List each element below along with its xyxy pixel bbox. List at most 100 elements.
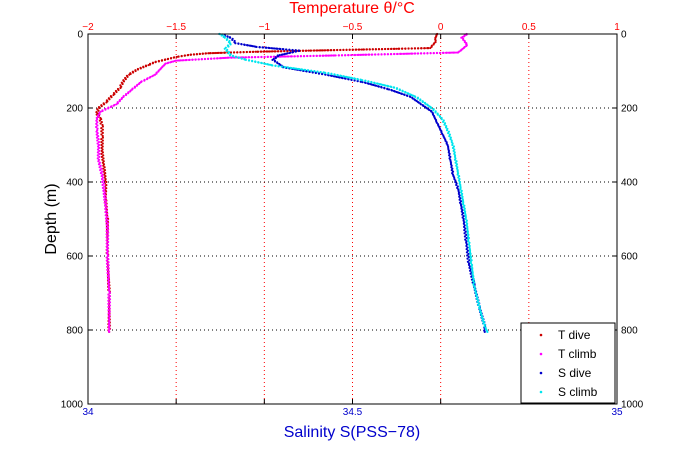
data-point	[225, 49, 228, 53]
data-point	[136, 68, 140, 71]
data-point	[100, 126, 103, 130]
data-point	[100, 140, 103, 144]
data-point	[169, 61, 172, 64]
data-point	[350, 53, 353, 57]
data-point	[195, 53, 199, 56]
data-point	[467, 252, 470, 255]
legend-label-t-climb: T climb	[558, 347, 597, 361]
data-point	[100, 130, 103, 133]
data-point	[128, 73, 131, 76]
y-axis-tick-label-right: 1000	[621, 400, 644, 411]
top-axis-tick-label: 0.5	[522, 22, 536, 33]
data-point	[179, 59, 182, 62]
bottom-axis-tick-label: 35	[611, 407, 623, 418]
data-point	[441, 51, 445, 54]
legend-label-s-climb: S climb	[558, 385, 598, 399]
data-point	[463, 232, 466, 235]
data-point	[100, 133, 103, 136]
data-point	[286, 55, 289, 58]
data-point	[181, 59, 184, 62]
data-point	[108, 98, 111, 101]
data-point	[245, 50, 248, 54]
data-point	[192, 53, 196, 56]
data-point	[481, 319, 484, 322]
data-point	[107, 273, 110, 276]
data-point	[283, 52, 286, 56]
data-point	[232, 51, 236, 54]
data-point	[107, 302, 110, 305]
data-point	[361, 79, 364, 82]
data-point	[466, 227, 469, 230]
data-point	[119, 86, 122, 90]
data-point	[203, 57, 207, 61]
data-point	[100, 155, 104, 158]
data-point	[187, 58, 191, 62]
data-point	[383, 87, 386, 90]
data-point	[465, 236, 468, 240]
data-point	[204, 52, 207, 55]
data-point	[291, 49, 294, 52]
data-point	[297, 49, 300, 53]
data-point	[97, 163, 101, 166]
data-point	[428, 108, 431, 112]
data-point	[97, 140, 101, 144]
data-point	[432, 43, 435, 46]
data-point	[95, 133, 98, 136]
data-point	[213, 57, 216, 60]
data-point	[273, 47, 276, 50]
data-point	[348, 76, 351, 79]
data-point	[103, 185, 106, 188]
data-point	[421, 100, 424, 104]
data-point	[367, 53, 370, 56]
data-point	[106, 218, 109, 222]
data-point	[332, 49, 336, 52]
data-point	[247, 56, 250, 59]
data-point	[104, 200, 108, 203]
data-point	[321, 73, 324, 76]
data-point	[440, 118, 443, 121]
data-point	[344, 77, 347, 80]
data-point	[464, 227, 467, 230]
data-point	[307, 69, 310, 72]
data-point	[160, 59, 164, 62]
data-point	[107, 228, 110, 231]
data-point	[244, 58, 247, 62]
data-point	[465, 251, 469, 254]
data-point	[211, 51, 214, 55]
data-point	[107, 270, 110, 273]
data-point	[295, 67, 298, 70]
data-point	[314, 71, 317, 75]
data-point	[228, 36, 232, 39]
top-axis-tick-label: −1	[259, 22, 271, 33]
data-point	[397, 47, 400, 50]
data-point	[267, 63, 270, 66]
legend: T dive T climb S dive S climb	[520, 322, 616, 404]
data-point	[353, 79, 356, 82]
data-point	[105, 236, 108, 239]
data-point	[257, 61, 260, 64]
data-point	[386, 47, 390, 51]
data-point	[96, 124, 99, 127]
data-point	[106, 274, 109, 278]
data-point	[107, 107, 110, 110]
data-point	[126, 75, 129, 79]
data-point	[274, 64, 277, 67]
data-point	[98, 119, 101, 122]
data-point	[432, 109, 435, 112]
data-point	[105, 101, 108, 104]
data-point	[409, 52, 413, 55]
data-point	[464, 217, 467, 221]
legend-label-s-dive: S dive	[558, 366, 592, 380]
data-point	[100, 174, 103, 178]
data-point	[97, 115, 100, 118]
data-point	[250, 56, 253, 59]
data-point	[283, 50, 286, 53]
data-point	[465, 233, 468, 236]
data-point	[105, 206, 108, 209]
data-point	[260, 55, 263, 59]
data-point	[108, 330, 111, 333]
data-point	[105, 209, 108, 212]
data-point	[468, 248, 471, 251]
data-point	[461, 213, 464, 216]
data-point	[401, 90, 404, 93]
